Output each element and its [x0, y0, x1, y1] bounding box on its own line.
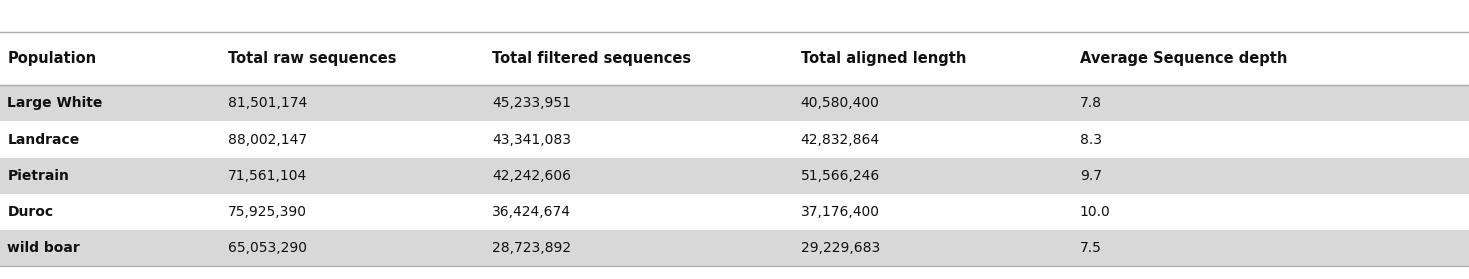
- Text: Total raw sequences: Total raw sequences: [228, 51, 397, 66]
- Text: 8.3: 8.3: [1080, 133, 1102, 146]
- Text: 65,053,290: 65,053,290: [228, 241, 307, 255]
- Text: Population: Population: [7, 51, 97, 66]
- Text: 42,832,864: 42,832,864: [801, 133, 880, 146]
- Text: 51,566,246: 51,566,246: [801, 169, 880, 183]
- Text: 7.8: 7.8: [1080, 96, 1102, 110]
- Text: Average Sequence depth: Average Sequence depth: [1080, 51, 1287, 66]
- Text: 43,341,083: 43,341,083: [492, 133, 571, 146]
- Text: 29,229,683: 29,229,683: [801, 241, 880, 255]
- Text: 7.5: 7.5: [1080, 241, 1102, 255]
- Text: 28,723,892: 28,723,892: [492, 241, 571, 255]
- Bar: [0, 194, 1469, 230]
- Bar: [0, 230, 1469, 266]
- Text: 37,176,400: 37,176,400: [801, 205, 880, 219]
- Text: 42,242,606: 42,242,606: [492, 169, 571, 183]
- Text: Total filtered sequences: Total filtered sequences: [492, 51, 692, 66]
- Text: Landrace: Landrace: [7, 133, 79, 146]
- Text: 81,501,174: 81,501,174: [228, 96, 307, 110]
- Text: 10.0: 10.0: [1080, 205, 1111, 219]
- Text: 40,580,400: 40,580,400: [801, 96, 880, 110]
- Bar: [0, 121, 1469, 158]
- Text: 45,233,951: 45,233,951: [492, 96, 571, 110]
- Text: wild boar: wild boar: [7, 241, 81, 255]
- Bar: [0, 158, 1469, 194]
- Text: 71,561,104: 71,561,104: [228, 169, 307, 183]
- Text: 75,925,390: 75,925,390: [228, 205, 307, 219]
- Text: Large White: Large White: [7, 96, 103, 110]
- Text: Total aligned length: Total aligned length: [801, 51, 967, 66]
- Bar: [0, 85, 1469, 121]
- Text: 36,424,674: 36,424,674: [492, 205, 571, 219]
- Text: Duroc: Duroc: [7, 205, 53, 219]
- Text: 88,002,147: 88,002,147: [228, 133, 307, 146]
- Text: Pietrain: Pietrain: [7, 169, 69, 183]
- Text: 9.7: 9.7: [1080, 169, 1102, 183]
